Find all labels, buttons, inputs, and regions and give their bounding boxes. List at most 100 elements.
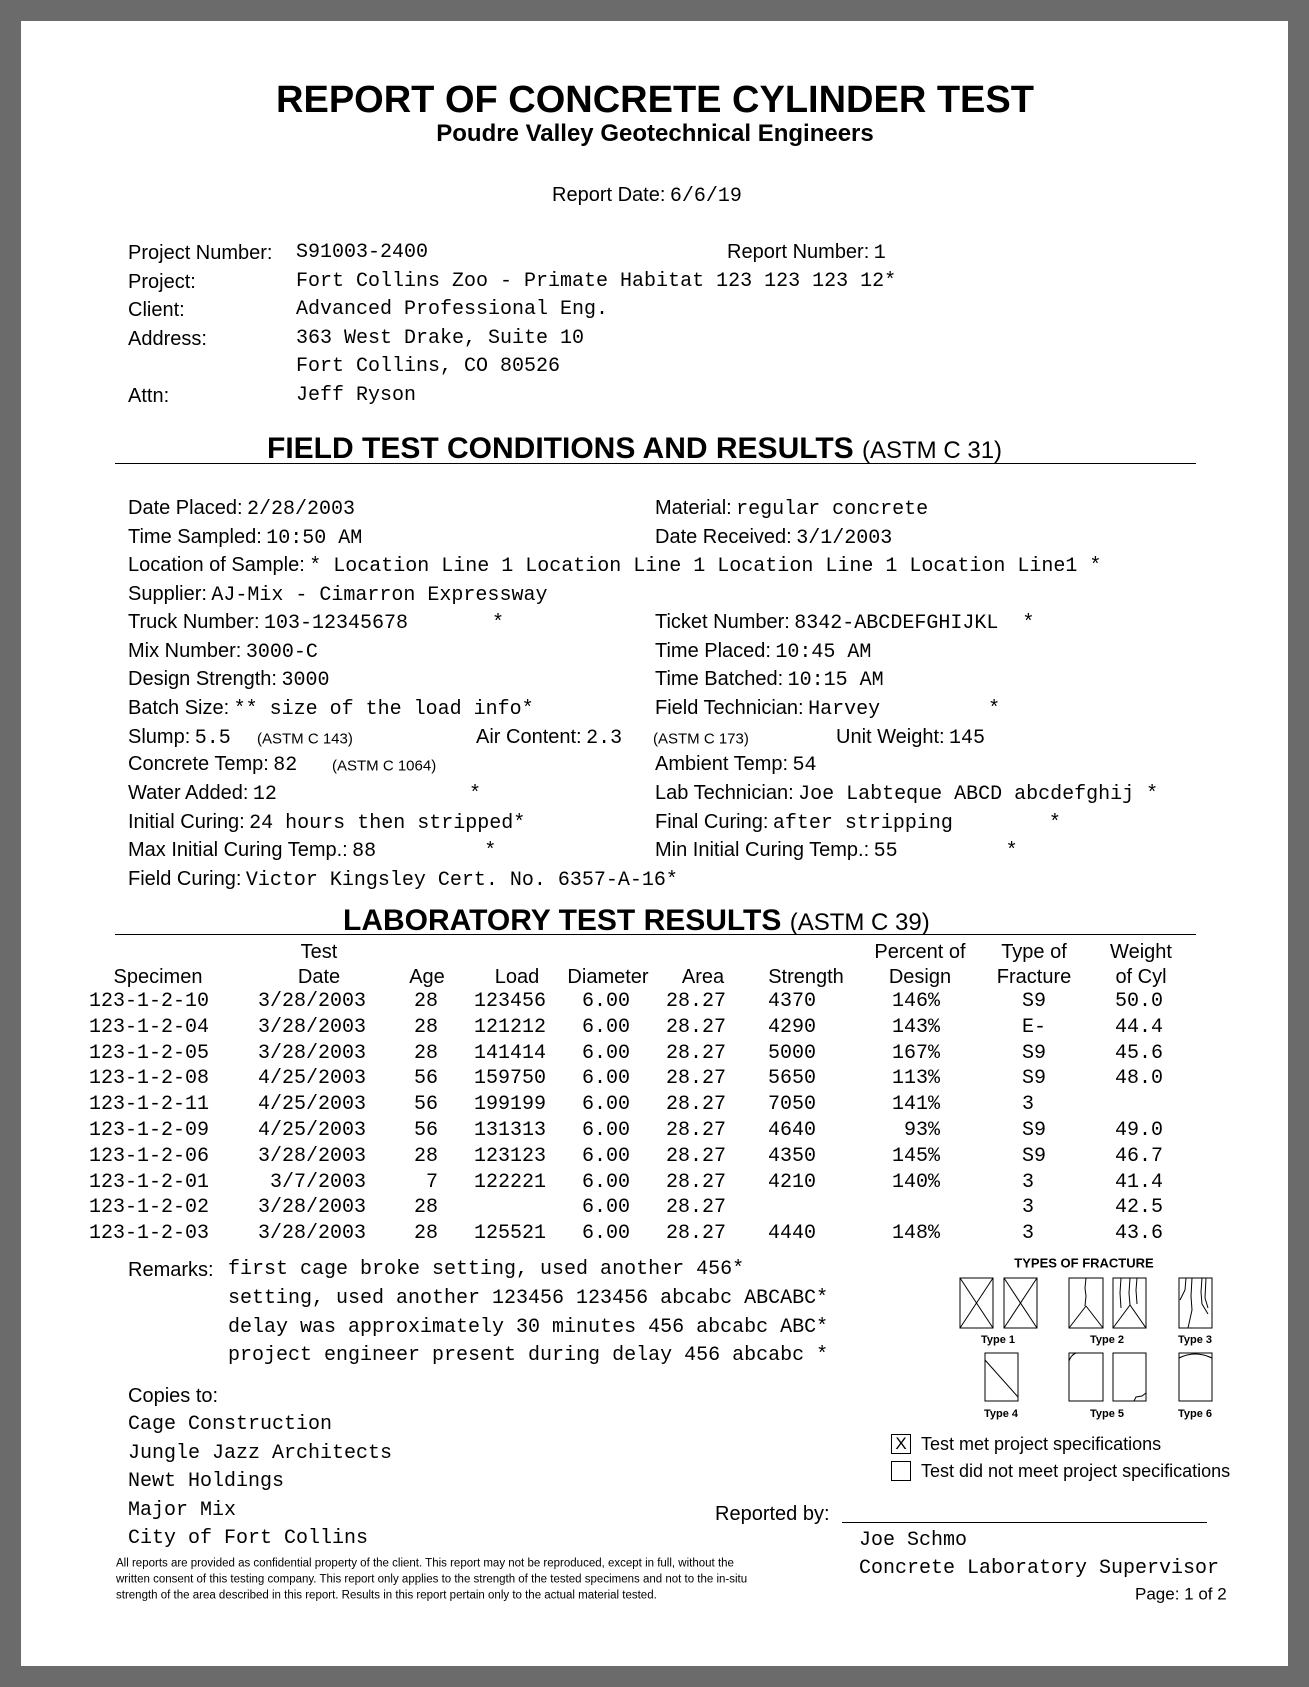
type1-icon — [959, 1277, 1038, 1329]
table-cell: 123-1-2-02 — [89, 1196, 210, 1220]
table-cell: 3 — [1022, 1222, 1035, 1246]
field-max-temp: Max Initial Curing Temp.: 88 * — [128, 840, 496, 862]
label: Material: — [655, 497, 732, 519]
remark-line: delay was approximately 30 minutes 456 a… — [228, 1315, 829, 1339]
address-line2: Fort Collins, CO 80526 — [296, 355, 561, 378]
table-cell: 28 — [413, 1015, 438, 1039]
label: Batch Size: — [128, 697, 230, 719]
signer-title: Concrete Laboratory Supervisor — [859, 1557, 1220, 1580]
value: 10:50 AM — [266, 527, 363, 550]
table-cell: 123-1-2-08 — [89, 1067, 210, 1091]
table-cell: 28 — [413, 1041, 438, 1065]
value: 54 — [792, 754, 817, 777]
type4-label: Type 4 — [984, 1408, 1019, 1420]
field-min-temp: Min Initial Curing Temp.: 55 * — [655, 840, 1018, 862]
table-cell: 28.27 — [665, 1041, 726, 1065]
table-cell: 123123 — [473, 1144, 546, 1168]
field-field-curing: Field Curing: Victor Kingsley Cert. No. … — [128, 869, 678, 891]
report-page — [21, 21, 1288, 1666]
table-cell: 43.6 — [1115, 1222, 1164, 1246]
value: 55 * — [873, 840, 1018, 863]
table-cell: 5650 — [768, 1067, 817, 1091]
type6-icon — [1178, 1352, 1213, 1402]
table-cell: 6.00 — [581, 1144, 630, 1168]
table-cell: 93% — [903, 1119, 940, 1142]
value: AJ-Mix - Cimarron Expressway — [211, 584, 548, 607]
spec-met-checkbox[interactable]: X — [891, 1434, 911, 1454]
field-mix: Mix Number: 3000-C — [128, 641, 318, 663]
type5-label: Type 5 — [1090, 1408, 1124, 1420]
label: Field Curing: — [128, 868, 242, 890]
table-cell: 125521 — [473, 1222, 546, 1246]
label: Water Added: — [128, 782, 249, 804]
field-truck: Truck Number: 103-12345678 * — [128, 612, 504, 634]
table-cell: 4350 — [768, 1144, 817, 1168]
spec-met-label: Test met project specifications — [921, 1434, 1162, 1454]
table-cell: 6.00 — [581, 1170, 630, 1194]
label: Time Batched: — [655, 668, 784, 690]
label: Max Initial Curing Temp.: — [128, 839, 348, 861]
spec-not-met-label: Test did not meet project specifications — [921, 1461, 1231, 1481]
value: Victor Kingsley Cert. No. 6357-A-16* — [245, 869, 678, 892]
column-header: of Cyl — [1115, 966, 1167, 988]
table-cell: 7 — [425, 1170, 438, 1194]
value: 103-12345678 * — [263, 612, 505, 635]
table-cell: 3/28/2003 — [257, 990, 366, 1013]
air-content-standard: (ASTM C 173) — [653, 730, 749, 748]
standard: (ASTM C 39) — [789, 909, 930, 936]
project-number-value: S91003-2400 — [296, 241, 429, 264]
label: Initial Curing: — [128, 811, 245, 833]
table-cell: 49.0 — [1115, 1119, 1164, 1142]
address-value: 363 West Drake, Suite 10 — [296, 327, 585, 350]
table-cell: 50.0 — [1115, 990, 1164, 1013]
attn-value: Jeff Ryson — [296, 384, 417, 407]
table-cell: 28 — [413, 1196, 438, 1220]
label: Ambient Temp: — [655, 753, 789, 775]
type6-label: Type 6 — [1178, 1408, 1212, 1420]
column-header: Fracture — [996, 966, 1072, 988]
copy-recipient: Major Mix — [128, 1498, 237, 1522]
table-cell: 3/28/2003 — [257, 1015, 366, 1039]
table-cell: 42.5 — [1115, 1196, 1164, 1220]
remark-line: setting, used another 123456 123456 abca… — [228, 1286, 829, 1310]
spec-not-met-checkbox[interactable] — [891, 1461, 911, 1481]
company-name: Poudre Valley Geotechnical Engineers — [436, 120, 874, 147]
column-header: Test — [300, 941, 338, 963]
table-cell: 4/25/2003 — [257, 1067, 366, 1091]
slump-standard: (ASTM C 143) — [257, 730, 353, 748]
type3-label: Type 3 — [1178, 1334, 1212, 1346]
table-cell: 113% — [891, 1067, 940, 1091]
field-time-placed: Time Placed: 10:45 AM — [655, 641, 871, 663]
field-slump: Slump: 5.5 — [128, 727, 231, 749]
report-title: REPORT OF CONCRETE CYLINDER TEST — [276, 79, 1034, 121]
label: Unit Weight: — [836, 726, 945, 748]
label: Date Placed: — [128, 497, 243, 519]
divider — [115, 934, 1196, 935]
value: 1 — [873, 242, 886, 265]
column-header: Weight — [1110, 941, 1172, 963]
table-cell: S9 — [1022, 1119, 1047, 1142]
project-name-label: Project: — [128, 271, 196, 293]
label: Air Content: — [476, 726, 582, 748]
table-cell: 4640 — [768, 1119, 817, 1142]
table-cell: 3/28/2003 — [257, 1222, 366, 1246]
disclaimer-line: written consent of this testing company.… — [116, 1573, 748, 1586]
field-location: Location of Sample: * Location Line 1 Lo… — [128, 555, 1101, 577]
table-cell: 6.00 — [581, 1015, 630, 1039]
value: 24 hours then stripped* — [249, 812, 526, 835]
label: Mix Number: — [128, 640, 242, 662]
value: 2/28/2003 — [246, 498, 355, 521]
copy-recipient: Newt Holdings — [128, 1470, 285, 1493]
table-cell: 3/28/2003 — [257, 1144, 366, 1168]
label: Supplier: — [128, 583, 207, 605]
value: 145 — [949, 727, 986, 750]
table-cell: 122221 — [473, 1170, 546, 1194]
table-cell: 3 — [1022, 1170, 1035, 1194]
table-cell: 4/25/2003 — [257, 1119, 366, 1142]
table-cell: 4210 — [768, 1170, 817, 1194]
page-number: Page: 1 of 2 — [1135, 1584, 1227, 1604]
field-field-tech: Field Technician: Harvey * — [655, 698, 1000, 720]
table-cell: 28.27 — [665, 990, 726, 1013]
field-material: Material: regular concrete — [655, 498, 928, 520]
value: 12 * — [252, 783, 481, 806]
